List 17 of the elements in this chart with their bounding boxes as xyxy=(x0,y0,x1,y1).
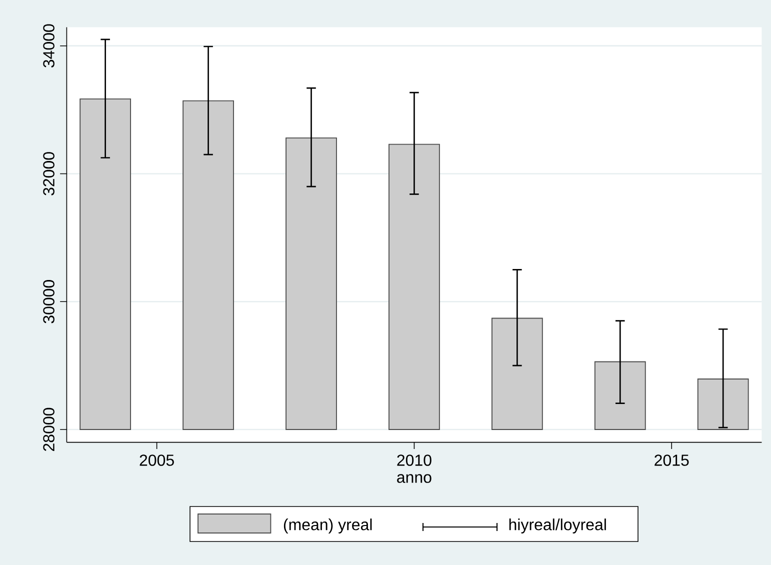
bar xyxy=(80,98,132,430)
bar xyxy=(286,137,337,430)
x-tick-label: 2015 xyxy=(654,454,689,466)
bar xyxy=(388,144,440,430)
y-tick-label: 34000 xyxy=(43,24,54,68)
y-tick-label: 28000 xyxy=(43,408,54,451)
x-tick-label: 2010 xyxy=(397,454,432,466)
bar xyxy=(697,378,749,430)
bar xyxy=(182,100,234,430)
x-tick-label: 2005 xyxy=(140,454,174,466)
y-tick-label: 30000 xyxy=(43,280,54,324)
bar xyxy=(491,318,543,430)
x-axis-title: anno xyxy=(397,474,432,483)
legend-label: (mean) yreal xyxy=(284,518,372,534)
text: hiyreal/loyreal xyxy=(509,518,606,534)
bar xyxy=(594,361,646,430)
y-tick-label: 32000 xyxy=(43,152,54,196)
